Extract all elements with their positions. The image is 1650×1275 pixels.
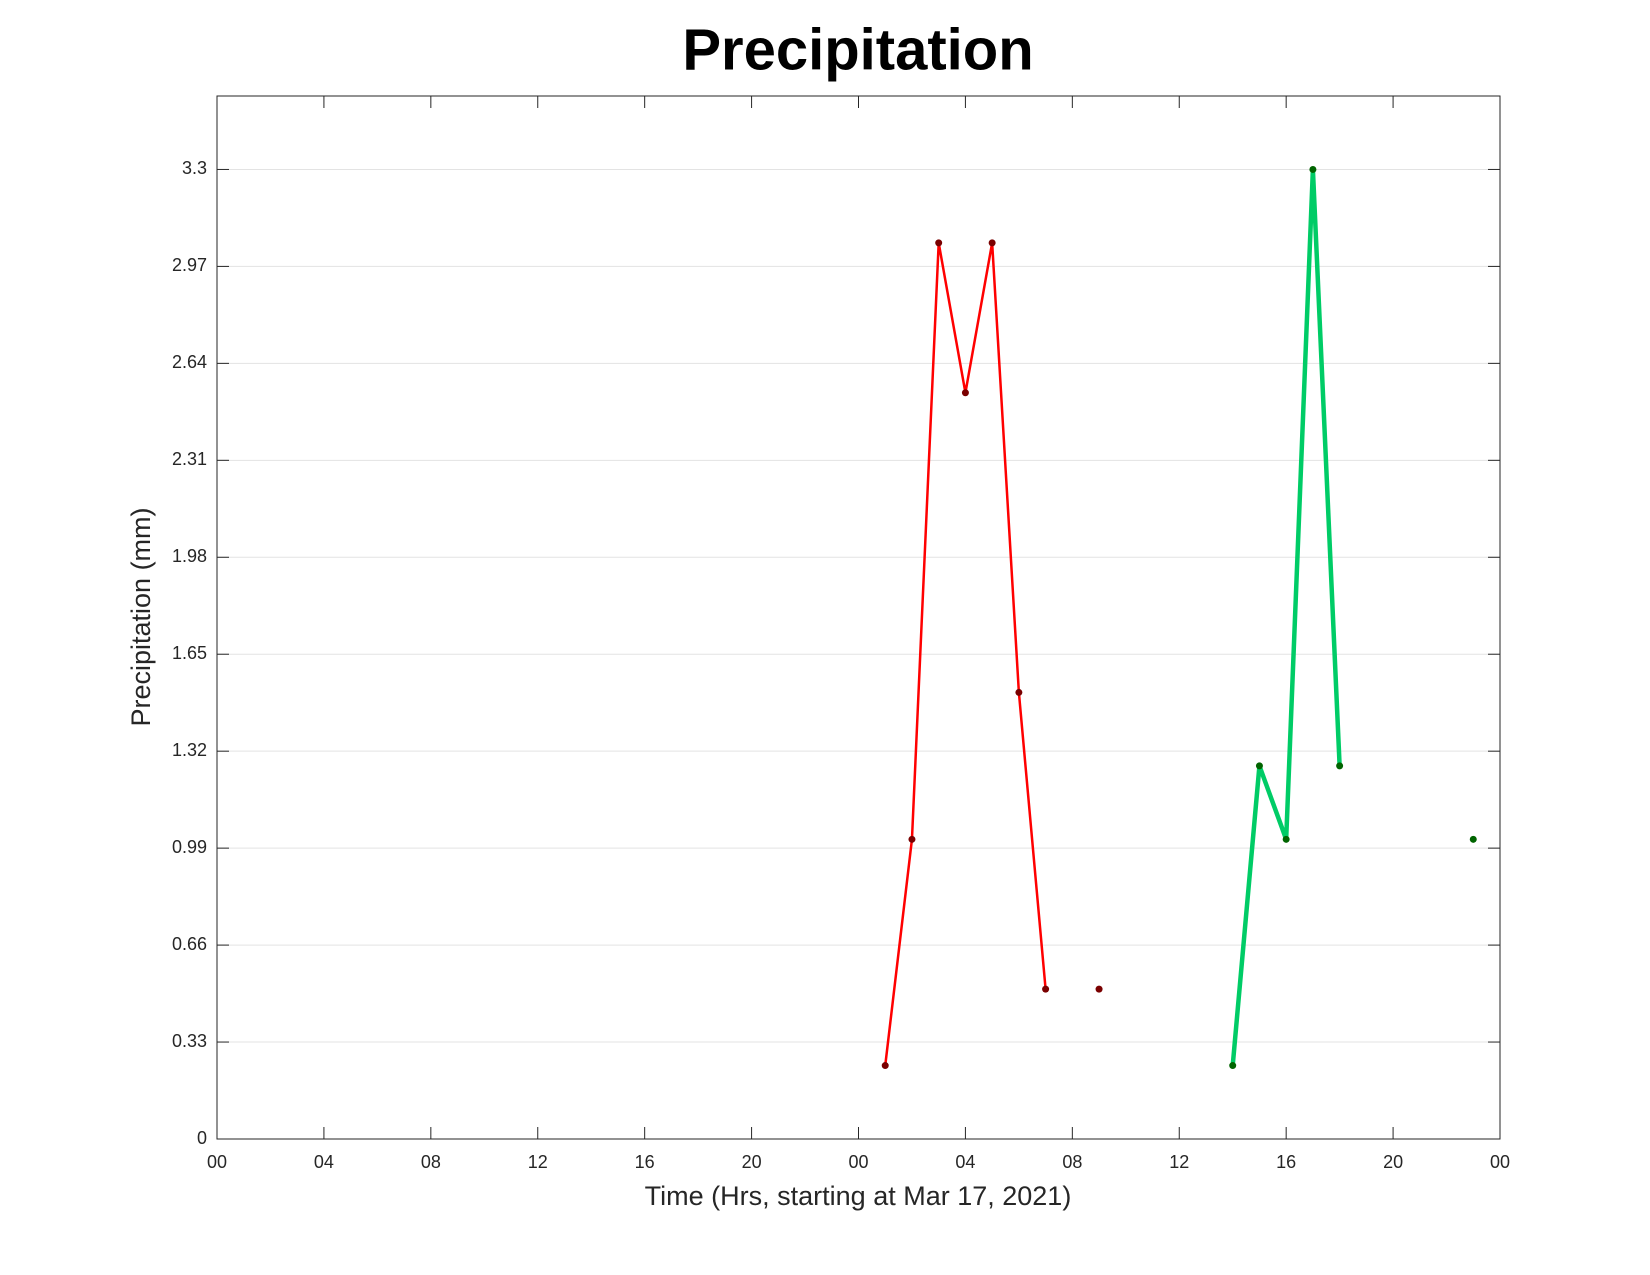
data-point [1229,1062,1237,1070]
data-point [881,1062,889,1070]
y-tick-label: 1.65 [172,643,207,663]
data-point [1042,985,1050,993]
data-point [1336,762,1344,770]
series-line [1233,169,1474,1065]
y-tick-label: 3.3 [182,158,207,178]
data-point [961,389,969,397]
x-tick-label: 12 [1169,1152,1189,1172]
x-tick-label: 20 [1383,1152,1403,1172]
x-tick-label: 16 [1276,1152,1296,1172]
x-tick-label: 04 [955,1152,975,1172]
data-point [988,239,996,247]
y-axis-label: Precipitation (mm) [126,507,156,726]
data-point [1282,835,1290,843]
y-tick-label: 1.98 [172,546,207,566]
data-point [935,239,943,247]
y-tick-label: 2.31 [172,449,207,469]
data-point [1469,835,1477,843]
x-tick-label: 08 [1062,1152,1082,1172]
x-tick-label: 12 [528,1152,548,1172]
x-tick-label: 20 [742,1152,762,1172]
data-point [908,835,916,843]
x-tick-label: 16 [635,1152,655,1172]
data-point [1309,165,1317,173]
x-tick-label: 00 [848,1152,868,1172]
data-point [1255,762,1263,770]
chart-title: Precipitation [682,17,1033,82]
y-tick-label: 2.64 [172,352,207,372]
data-point [1095,985,1103,993]
x-tick-label: 00 [1490,1152,1510,1172]
y-tick-label: 0.99 [172,837,207,857]
y-tick-label: 1.32 [172,740,207,760]
y-tick-label: 0.33 [172,1031,207,1051]
x-tick-label: 04 [314,1152,334,1172]
x-tick-label: 08 [421,1152,441,1172]
y-tick-label: 0 [197,1128,207,1148]
data-point [1015,688,1023,696]
x-tick-label: 00 [207,1152,227,1172]
plot-frame [216,95,1501,1140]
x-axis-label: Time (Hrs, starting at Mar 17, 2021) [645,1181,1072,1211]
y-tick-label: 0.66 [172,934,207,954]
y-tick-label: 2.97 [172,255,207,275]
